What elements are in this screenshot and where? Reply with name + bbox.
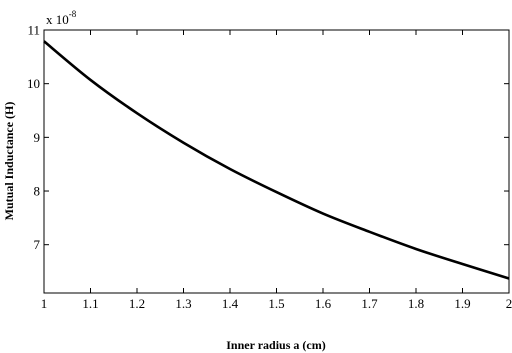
y-axis-ticks: 7 8 9 10 11 — [27, 23, 509, 252]
x-tick-label: 1.9 — [454, 296, 470, 311]
y-multiplier-base: x 10 — [46, 12, 69, 27]
y-axis-label: Mutual Inductance (H) — [2, 102, 16, 221]
x-tick-label: 1.6 — [315, 296, 332, 311]
y-tick-label: 8 — [34, 184, 41, 199]
y-tick-label: 10 — [27, 76, 40, 91]
y-tick-label: 9 — [34, 130, 41, 145]
x-tick-label: 1.7 — [361, 296, 378, 311]
x-tick-label: 2 — [506, 296, 512, 311]
x-tick-label: 1.3 — [175, 296, 191, 311]
x-tick-label: 1.2 — [129, 296, 145, 311]
x-axis-ticks: 1 1.1 1.2 1.3 1.4 1.5 1.6 1.7 1.8 1.9 2 — [41, 30, 512, 311]
x-tick-label: 1.4 — [222, 296, 239, 311]
plot-frame — [43, 29, 510, 294]
y-multiplier-exponent: -8 — [69, 9, 77, 19]
y-tick-label: 7 — [34, 237, 41, 252]
x-tick-label: 1.5 — [268, 296, 284, 311]
plot-area — [44, 30, 509, 293]
y-multiplier-label: x 10-8 — [46, 9, 77, 27]
x-tick-label: 1.8 — [408, 296, 424, 311]
x-tick-label: 1.1 — [82, 296, 98, 311]
x-axis-label: Inner radius a (cm) — [226, 338, 325, 352]
mutual-inductance-curve — [43, 40, 510, 280]
y-tick-label: 11 — [27, 23, 40, 38]
x-tick-label: 1 — [41, 296, 48, 311]
